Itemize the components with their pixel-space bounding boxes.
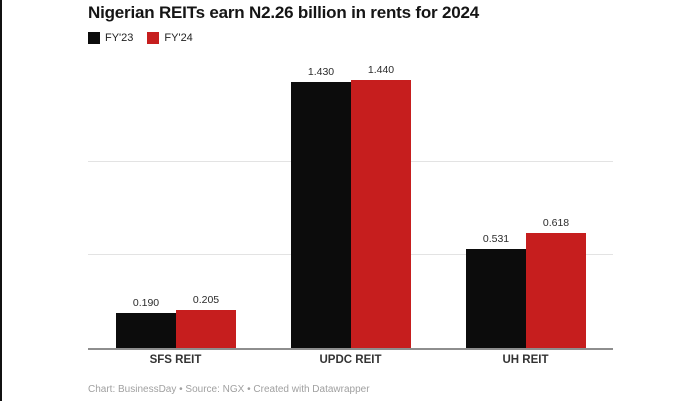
attribution-footer: Chart: BusinessDay • Source: NGX • Creat…: [88, 384, 370, 395]
value-label-fy23-sfs-reit: 0.190: [132, 297, 160, 309]
bar-fy23-uh-reit: [466, 249, 526, 348]
legend-label-fy24: FY'24: [164, 32, 193, 44]
x-axis-label-sfs-reit: SFS REIT: [149, 354, 202, 366]
legend-label-fy23: FY'23: [105, 32, 134, 44]
value-label-fy24-sfs-reit: 0.205: [192, 294, 220, 306]
value-label-fy24-updc-reit: 1.440: [367, 64, 395, 76]
bar-fy24-updc-reit: [351, 80, 411, 348]
value-label-fy23-uh-reit: 0.531: [482, 233, 510, 245]
fy24-swatch-icon: [147, 32, 160, 44]
x-axis-label-updc-reit: UPDC REIT: [319, 354, 382, 366]
legend-item-fy23: FY'23: [88, 32, 133, 44]
chart-title: Nigerian REITs earn N2.26 billion in ren…: [88, 3, 479, 22]
bar-fy24-sfs-reit: [176, 310, 236, 348]
x-axis-label-uh-reit: UH REIT: [502, 354, 549, 366]
value-label-fy24-uh-reit: 0.618: [542, 217, 570, 229]
bar-fy23-updc-reit: [291, 82, 351, 348]
fy23-swatch-icon: [88, 32, 100, 44]
legend-item-fy24: FY'24: [147, 32, 193, 44]
bar-fy24-uh-reit: [526, 233, 586, 348]
bar-fy23-sfs-reit: [116, 313, 176, 348]
x-axis-labels: SFS REIT UPDC REIT UH REIT: [88, 354, 613, 370]
left-edge-line: [0, 0, 2, 401]
legend: FY'23 FY'24: [88, 32, 193, 44]
plot-area: 0.190 0.205 1.430 1.440 0.531 0.618: [88, 58, 613, 350]
value-label-fy23-updc-reit: 1.430: [307, 66, 335, 78]
